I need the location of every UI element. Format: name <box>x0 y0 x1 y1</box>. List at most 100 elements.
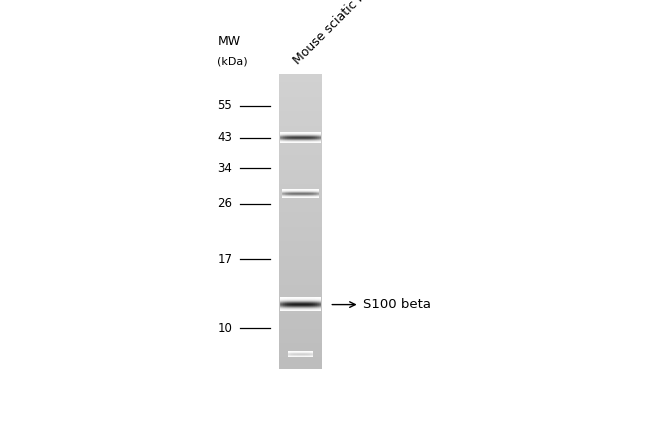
Bar <box>279 123 322 124</box>
Bar <box>279 311 322 312</box>
Bar <box>279 161 322 162</box>
Bar <box>279 142 322 143</box>
Bar <box>279 253 322 254</box>
Bar <box>279 290 322 291</box>
Bar <box>279 317 322 318</box>
Bar <box>279 270 322 271</box>
Bar <box>279 309 322 310</box>
Bar <box>279 127 322 128</box>
Bar <box>279 78 322 79</box>
Bar <box>279 231 322 232</box>
Bar <box>279 267 322 268</box>
Bar <box>279 285 322 286</box>
Bar <box>279 149 322 150</box>
Bar <box>279 167 322 168</box>
Bar <box>279 201 322 202</box>
Bar <box>279 295 322 296</box>
Text: MW: MW <box>217 35 240 48</box>
Bar <box>279 108 322 109</box>
Bar <box>279 173 322 174</box>
Bar <box>279 286 322 287</box>
Bar <box>279 287 322 288</box>
Bar <box>279 250 322 251</box>
Bar <box>279 313 322 314</box>
Bar <box>279 169 322 170</box>
Bar <box>279 323 322 324</box>
Bar <box>279 260 322 261</box>
Bar <box>279 249 322 250</box>
Bar <box>279 225 322 226</box>
Bar <box>279 172 322 173</box>
Bar <box>279 303 322 304</box>
Bar <box>279 120 322 121</box>
Bar <box>279 165 322 166</box>
Bar <box>279 210 322 211</box>
Bar <box>279 134 322 135</box>
Bar <box>279 197 322 198</box>
Bar <box>279 145 322 146</box>
Bar <box>279 246 322 247</box>
Bar <box>279 222 322 223</box>
Bar <box>279 204 322 205</box>
Bar <box>279 181 322 182</box>
Bar <box>279 143 322 144</box>
Bar <box>279 94 322 95</box>
Bar <box>279 160 322 161</box>
Bar <box>279 258 322 259</box>
Bar <box>279 200 322 201</box>
Bar <box>279 324 322 325</box>
Bar <box>279 328 322 329</box>
Bar <box>279 364 322 365</box>
Bar <box>279 368 322 369</box>
Bar <box>279 256 322 257</box>
Bar <box>279 322 322 323</box>
Bar <box>279 269 322 270</box>
Bar <box>279 293 322 294</box>
Bar <box>279 177 322 178</box>
Bar <box>279 96 322 97</box>
Bar <box>279 245 322 246</box>
Bar <box>279 89 322 90</box>
Bar <box>279 113 322 114</box>
Bar <box>279 103 322 104</box>
Bar <box>279 352 322 353</box>
Bar <box>279 92 322 93</box>
Bar <box>279 187 322 188</box>
Bar <box>279 339 322 340</box>
Bar <box>279 237 322 238</box>
Bar <box>279 343 322 344</box>
Bar <box>279 156 322 157</box>
Bar <box>279 186 322 187</box>
Bar <box>279 75 322 76</box>
Bar <box>279 85 322 86</box>
Bar <box>279 138 322 139</box>
Bar <box>279 174 322 175</box>
Bar <box>279 81 322 82</box>
Bar <box>279 74 322 75</box>
Bar <box>279 252 322 253</box>
Bar <box>279 334 322 335</box>
Bar <box>279 351 322 352</box>
Bar <box>279 307 322 308</box>
Bar <box>279 233 322 234</box>
Bar <box>279 164 322 165</box>
Bar <box>279 239 322 240</box>
Bar <box>279 275 322 276</box>
Bar <box>279 327 322 328</box>
Bar <box>279 206 322 207</box>
Bar <box>279 291 322 292</box>
Bar <box>279 128 322 129</box>
Bar <box>279 247 322 248</box>
Text: Mouse sciatic nerve: Mouse sciatic nerve <box>291 0 389 67</box>
Bar <box>279 107 322 108</box>
Bar <box>279 234 322 235</box>
Bar <box>279 236 322 237</box>
Bar <box>279 194 322 195</box>
Bar <box>279 333 322 334</box>
Bar <box>279 229 322 230</box>
Bar <box>279 366 322 367</box>
Bar <box>279 358 322 359</box>
Bar <box>279 104 322 105</box>
Bar <box>279 278 322 279</box>
Bar <box>279 135 322 136</box>
